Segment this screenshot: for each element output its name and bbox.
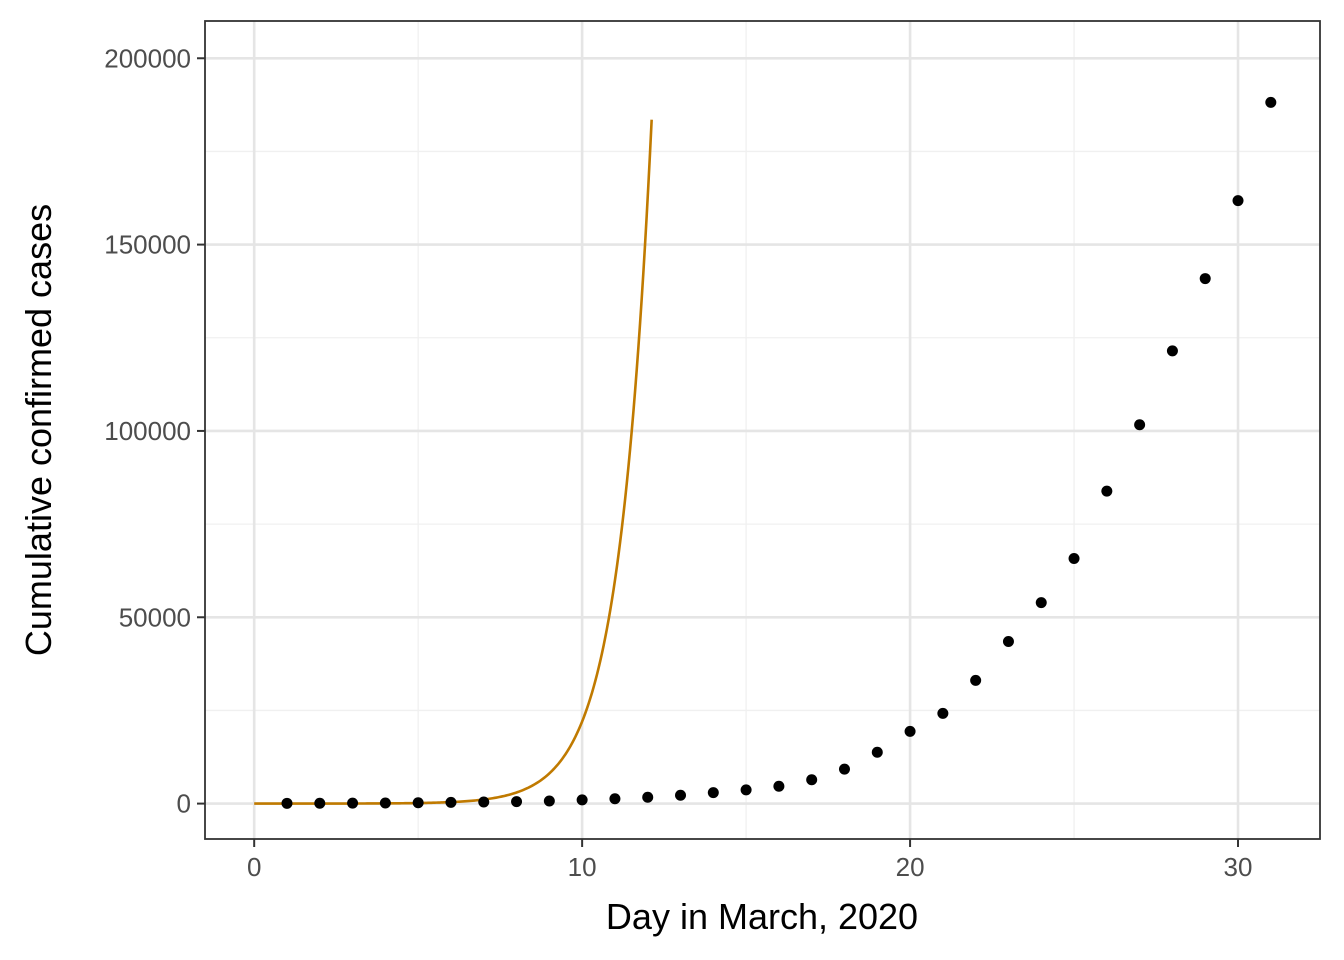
data-point [904,725,916,737]
data-point [1265,96,1277,108]
data-point [937,707,949,719]
data-point [576,794,588,806]
x-axis-title: Day in March, 2020 [606,896,918,937]
y-tick-label: 0 [177,789,191,819]
data-point [642,791,654,803]
x-tick-label: 30 [1224,852,1253,882]
major-gridlines [205,21,1320,839]
y-tick-label: 200000 [104,43,191,73]
data-point [838,763,850,775]
x-tick-label: 20 [896,852,925,882]
data-point [379,797,391,809]
data-point [1232,195,1244,207]
data-point [740,784,752,796]
data-point [1134,419,1146,431]
data-point [478,796,490,808]
data-point [806,774,818,786]
data-point [707,787,719,799]
data-point [773,780,785,792]
x-tick-label: 10 [568,852,597,882]
data-point [1101,485,1113,497]
data-point [347,797,359,809]
data-point [445,796,457,808]
data-point [970,674,982,686]
data-point [1166,345,1178,357]
data-point [511,796,523,808]
data-point [412,797,424,809]
data-point [871,746,883,758]
data-point [609,793,621,805]
y-tick-label: 100000 [104,416,191,446]
data-point [1035,597,1047,609]
y-axis-ticks: 0 50000 100000 150000 200000 [104,43,205,819]
data-point [281,797,293,809]
data-point [1199,273,1211,285]
data-point [314,797,326,809]
x-tick-label: 0 [247,852,261,882]
y-tick-label: 150000 [104,230,191,260]
data-points-layer [281,96,1277,809]
y-tick-label: 50000 [119,602,191,632]
y-axis-title: Cumulative confirmed cases [18,204,59,656]
data-point [1002,635,1014,647]
data-point [543,795,555,807]
data-point [1068,552,1080,564]
data-point [675,789,687,801]
x-axis-ticks: 0 10 20 30 [247,839,1253,882]
